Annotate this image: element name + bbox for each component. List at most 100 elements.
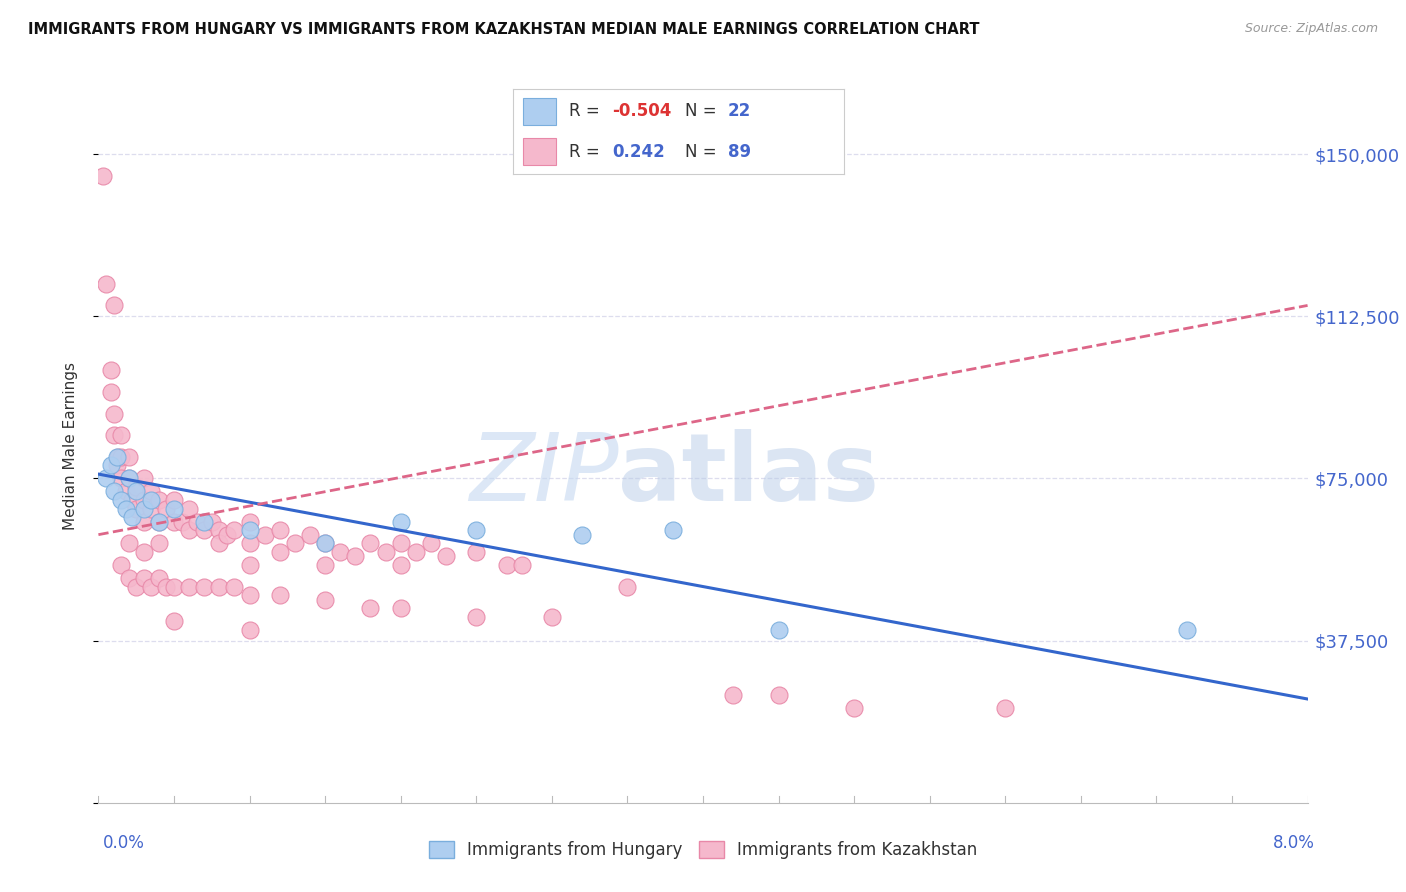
Point bbox=[118, 450, 141, 464]
Point bbox=[224, 524, 246, 538]
Point bbox=[193, 580, 215, 594]
Point bbox=[314, 536, 336, 550]
Point bbox=[208, 524, 231, 538]
Point bbox=[132, 571, 155, 585]
Bar bbox=[523, 138, 557, 165]
Point bbox=[107, 450, 129, 464]
Point bbox=[100, 458, 122, 473]
Point bbox=[541, 610, 564, 624]
Point bbox=[193, 524, 215, 538]
Point bbox=[148, 493, 170, 508]
Point bbox=[110, 493, 132, 508]
Point bbox=[103, 484, 125, 499]
Point bbox=[284, 536, 307, 550]
Point bbox=[91, 169, 114, 183]
Point bbox=[420, 536, 443, 550]
Point bbox=[434, 549, 457, 564]
Y-axis label: Median Male Earnings: Median Male Earnings bbox=[63, 362, 77, 530]
Point bbox=[121, 493, 143, 508]
Point bbox=[125, 580, 148, 594]
Point bbox=[148, 515, 170, 529]
Text: IMMIGRANTS FROM HUNGARY VS IMMIGRANTS FROM KAZAKHSTAN MEDIAN MALE EARNINGS CORRE: IMMIGRANTS FROM HUNGARY VS IMMIGRANTS FR… bbox=[28, 22, 980, 37]
Point bbox=[571, 527, 593, 541]
Point bbox=[239, 524, 262, 538]
Point bbox=[239, 623, 262, 637]
Point bbox=[616, 580, 638, 594]
Point bbox=[163, 580, 186, 594]
Text: 89: 89 bbox=[728, 143, 751, 161]
Point bbox=[105, 458, 128, 473]
Point bbox=[118, 571, 141, 585]
Text: 0.242: 0.242 bbox=[613, 143, 665, 161]
Point bbox=[94, 471, 117, 485]
Point bbox=[132, 545, 155, 559]
Text: 8.0%: 8.0% bbox=[1272, 834, 1315, 852]
Point bbox=[768, 688, 790, 702]
Point bbox=[844, 700, 866, 714]
Point bbox=[103, 298, 125, 312]
Text: R =: R = bbox=[569, 143, 610, 161]
Point bbox=[389, 515, 412, 529]
Point bbox=[155, 501, 177, 516]
Point bbox=[465, 610, 488, 624]
Point bbox=[193, 515, 215, 529]
Point bbox=[110, 558, 132, 572]
Point bbox=[662, 524, 685, 538]
Point bbox=[344, 549, 367, 564]
Point bbox=[768, 623, 790, 637]
Legend: Immigrants from Hungary, Immigrants from Kazakhstan: Immigrants from Hungary, Immigrants from… bbox=[422, 834, 984, 866]
Point bbox=[100, 384, 122, 399]
Text: atlas: atlas bbox=[619, 428, 879, 521]
Point bbox=[465, 545, 488, 559]
Point bbox=[269, 545, 291, 559]
Point bbox=[465, 524, 488, 538]
Text: Source: ZipAtlas.com: Source: ZipAtlas.com bbox=[1244, 22, 1378, 36]
Point bbox=[186, 515, 208, 529]
Point bbox=[163, 493, 186, 508]
Point bbox=[179, 501, 201, 516]
Point bbox=[299, 527, 322, 541]
Point bbox=[389, 601, 412, 615]
Text: N =: N = bbox=[685, 103, 721, 120]
Text: R =: R = bbox=[569, 103, 606, 120]
Point bbox=[269, 524, 291, 538]
Point bbox=[132, 493, 155, 508]
Point bbox=[132, 501, 155, 516]
Point bbox=[121, 510, 143, 524]
Point bbox=[224, 580, 246, 594]
Point bbox=[163, 515, 186, 529]
Point bbox=[239, 588, 262, 602]
Point bbox=[1175, 623, 1198, 637]
Point bbox=[269, 588, 291, 602]
Text: N =: N = bbox=[685, 143, 721, 161]
Point bbox=[110, 428, 132, 442]
Point bbox=[141, 580, 163, 594]
Point bbox=[125, 484, 148, 499]
Point bbox=[314, 558, 336, 572]
Point bbox=[994, 700, 1017, 714]
Point bbox=[495, 558, 517, 572]
Point bbox=[510, 558, 533, 572]
Point bbox=[141, 501, 163, 516]
Point bbox=[132, 471, 155, 485]
Point bbox=[125, 501, 148, 516]
Point bbox=[132, 515, 155, 529]
Point bbox=[114, 501, 136, 516]
Point bbox=[141, 493, 163, 508]
Point bbox=[148, 515, 170, 529]
Point bbox=[114, 484, 136, 499]
Point bbox=[389, 558, 412, 572]
Text: 0.0%: 0.0% bbox=[103, 834, 145, 852]
Point bbox=[208, 580, 231, 594]
Point bbox=[105, 450, 128, 464]
Point bbox=[360, 601, 382, 615]
Text: 22: 22 bbox=[728, 103, 751, 120]
Point bbox=[125, 480, 148, 494]
Point bbox=[723, 688, 745, 702]
Point bbox=[314, 592, 336, 607]
Point bbox=[148, 536, 170, 550]
Point bbox=[103, 407, 125, 421]
Point bbox=[374, 545, 396, 559]
Point bbox=[170, 515, 193, 529]
Point bbox=[100, 363, 122, 377]
